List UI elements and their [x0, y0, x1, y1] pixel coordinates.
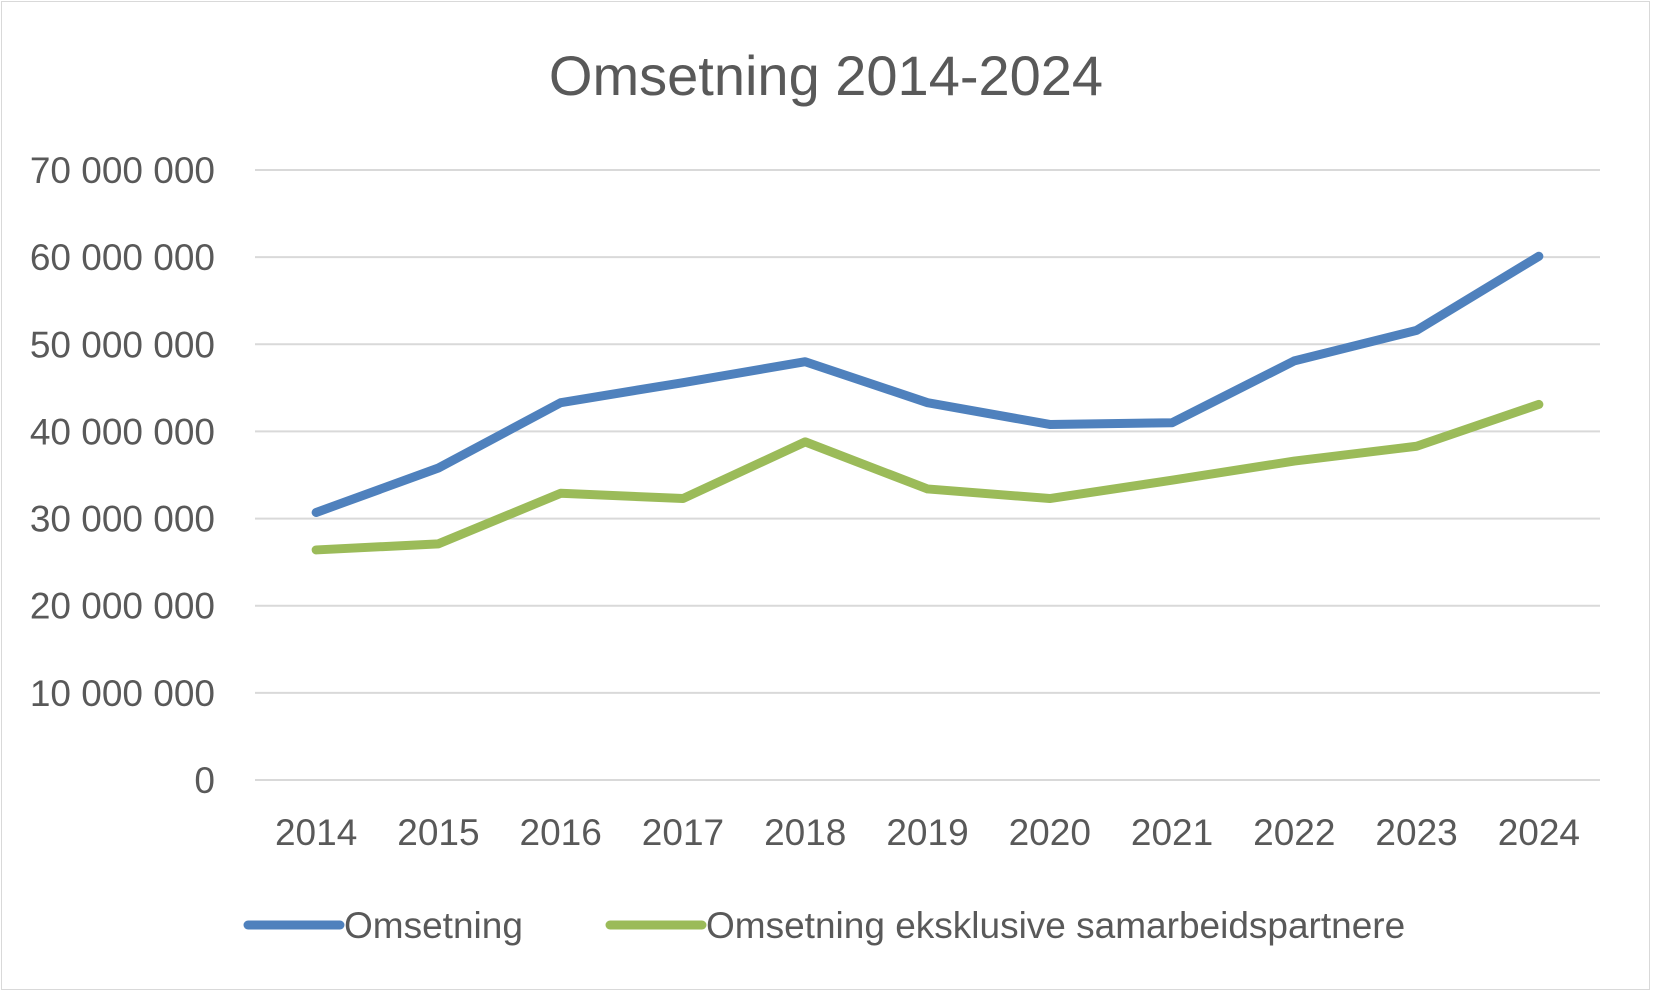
data-point — [804, 441, 806, 443]
series-layer — [311, 251, 1544, 555]
data-point — [1416, 445, 1418, 447]
x-tick-label: 2016 — [520, 812, 602, 853]
data-point — [1293, 360, 1295, 362]
y-tick-label: 0 — [194, 760, 215, 801]
y-tick-label: 70 000 000 — [30, 150, 215, 191]
y-tick-label: 10 000 000 — [30, 673, 215, 714]
y-axis: 0 10 000 000 20 000 000 30 000 000 40 000 00… — [30, 150, 215, 801]
gridlines — [255, 169, 1600, 781]
x-axis: 2014 2015 2016 2017 2018 2019 2020 2021 2022 2023… — [275, 812, 1580, 853]
x-tick-label: 2015 — [397, 812, 479, 853]
data-point — [682, 382, 684, 384]
legend-label: Omsetning eksklusive samarbeidspartnere — [706, 905, 1405, 946]
data-point — [315, 511, 317, 513]
series-line-1 — [311, 251, 1544, 517]
data-point — [1171, 479, 1173, 481]
x-tick-label: 2019 — [886, 812, 968, 853]
legend[interactable]: Omsetning Omsetning eksklusive samarbeids… — [243, 905, 1405, 946]
data-point — [1171, 422, 1173, 424]
data-point — [560, 402, 562, 404]
data-point — [1049, 423, 1051, 425]
x-tick-label: 2020 — [1009, 812, 1091, 853]
series-line-2 — [311, 399, 1544, 555]
chart-title: Omsetning 2014-2024 — [549, 44, 1103, 107]
data-point — [927, 402, 928, 404]
data-point — [1293, 460, 1295, 462]
x-tick-label: 2014 — [275, 812, 357, 853]
data-point — [804, 361, 806, 363]
data-point — [560, 492, 562, 494]
data-point — [1538, 403, 1540, 405]
y-tick-label: 30 000 000 — [30, 499, 215, 540]
x-tick-label: 2024 — [1498, 812, 1580, 853]
data-point — [315, 549, 317, 551]
x-tick-label: 2018 — [764, 812, 846, 853]
data-point — [437, 467, 439, 469]
y-tick-label: 20 000 000 — [30, 586, 215, 627]
x-tick-label: 2023 — [1375, 812, 1457, 853]
y-tick-label: 60 000 000 — [30, 237, 215, 278]
data-point — [682, 498, 684, 500]
legend-label: Omsetning — [344, 905, 523, 946]
x-tick-label: 2021 — [1131, 812, 1213, 853]
x-tick-label: 2022 — [1253, 812, 1335, 853]
y-tick-label: 50 000 000 — [30, 324, 215, 365]
data-point — [1538, 255, 1540, 257]
x-tick-label: 2017 — [642, 812, 724, 853]
data-point — [437, 543, 439, 545]
legend-item-1[interactable]: Omsetning — [243, 905, 523, 946]
legend-item-2[interactable]: Omsetning eksklusive samarbeidspartnere — [605, 905, 1405, 946]
data-point — [1416, 329, 1418, 331]
data-point — [1049, 498, 1051, 500]
data-point — [927, 488, 928, 490]
y-tick-label: 40 000 000 — [30, 411, 215, 452]
